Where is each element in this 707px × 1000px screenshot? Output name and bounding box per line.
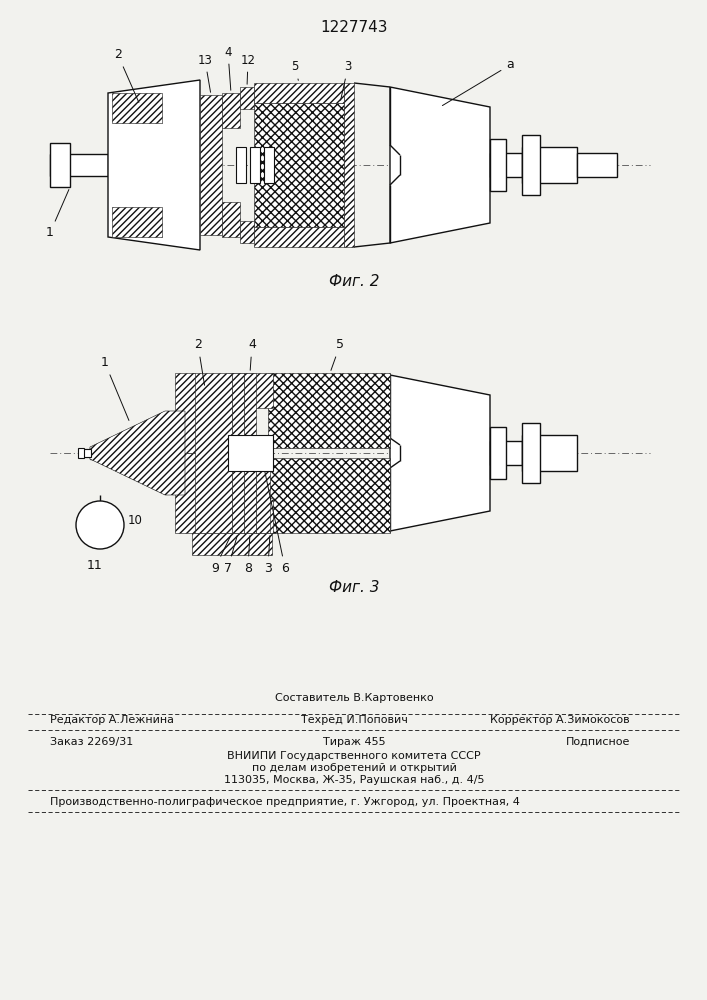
Bar bbox=[256, 458, 270, 533]
Bar bbox=[240, 221, 254, 243]
Text: 11: 11 bbox=[87, 559, 103, 572]
Text: 4: 4 bbox=[224, 45, 232, 90]
Text: 1: 1 bbox=[101, 357, 129, 420]
Polygon shape bbox=[108, 80, 200, 250]
Bar bbox=[254, 103, 344, 227]
Text: 4: 4 bbox=[248, 338, 256, 370]
Bar bbox=[112, 207, 162, 237]
Bar bbox=[175, 453, 195, 533]
Polygon shape bbox=[390, 375, 490, 531]
Bar bbox=[50, 154, 108, 176]
Bar bbox=[254, 227, 344, 247]
Bar bbox=[192, 373, 232, 533]
Text: 9: 9 bbox=[211, 535, 230, 574]
Bar bbox=[222, 93, 240, 128]
Bar bbox=[522, 423, 540, 483]
Text: 5: 5 bbox=[331, 338, 344, 370]
Text: Заказ 2269/31: Заказ 2269/31 bbox=[50, 737, 133, 747]
Text: 7: 7 bbox=[224, 536, 238, 574]
Text: по делам изобретений и открытий: по делам изобретений и открытий bbox=[252, 763, 457, 773]
Text: 3: 3 bbox=[341, 60, 351, 100]
Text: 113035, Москва, Ж-35, Раушская наб., д. 4/5: 113035, Москва, Ж-35, Раушская наб., д. … bbox=[223, 775, 484, 785]
Text: 10: 10 bbox=[128, 514, 143, 526]
Bar bbox=[175, 373, 195, 453]
Bar bbox=[268, 373, 390, 448]
Text: Тираж 455: Тираж 455 bbox=[322, 737, 385, 747]
Text: 12: 12 bbox=[240, 53, 255, 84]
Bar bbox=[228, 373, 273, 408]
Bar bbox=[490, 153, 522, 177]
Polygon shape bbox=[390, 87, 490, 243]
Bar bbox=[522, 135, 540, 195]
Text: 2: 2 bbox=[194, 338, 204, 385]
Bar bbox=[50, 143, 70, 187]
Bar bbox=[577, 153, 617, 177]
Bar bbox=[82, 449, 91, 457]
Text: 8: 8 bbox=[244, 536, 252, 574]
Bar bbox=[200, 95, 222, 235]
Bar bbox=[222, 202, 240, 237]
Text: 1: 1 bbox=[46, 190, 69, 239]
Bar bbox=[78, 448, 84, 458]
Bar bbox=[490, 441, 522, 465]
Text: Редактор А.Лежнина: Редактор А.Лежнина bbox=[50, 715, 174, 725]
Text: 5: 5 bbox=[291, 60, 298, 80]
Text: Составитель В.Картовенко: Составитель В.Картовенко bbox=[275, 693, 433, 703]
Bar bbox=[250, 147, 260, 183]
Circle shape bbox=[76, 501, 124, 549]
Bar bbox=[268, 458, 390, 533]
Bar bbox=[244, 373, 256, 533]
Bar bbox=[228, 498, 273, 533]
Bar bbox=[112, 93, 162, 123]
Text: 1227743: 1227743 bbox=[320, 20, 387, 35]
Text: 13: 13 bbox=[197, 53, 212, 92]
Text: 2: 2 bbox=[114, 48, 139, 102]
Text: Корректор А.Зимокосов: Корректор А.Зимокосов bbox=[491, 715, 630, 725]
Bar bbox=[254, 83, 344, 103]
Text: Подписное: Подписное bbox=[566, 737, 630, 747]
Text: а: а bbox=[443, 58, 514, 106]
Bar bbox=[522, 147, 577, 183]
Text: Техред И.Попович: Техред И.Попович bbox=[300, 715, 407, 725]
Text: Фиг. 3: Фиг. 3 bbox=[329, 580, 379, 595]
Bar bbox=[522, 435, 577, 471]
Polygon shape bbox=[90, 411, 185, 495]
Bar bbox=[192, 533, 272, 555]
Text: Фиг. 2: Фиг. 2 bbox=[329, 274, 379, 290]
Bar bbox=[236, 147, 246, 183]
Bar bbox=[228, 435, 273, 471]
Text: Производственно-полиграфическое предприятие, г. Ужгород, ул. Проектная, 4: Производственно-полиграфическое предприя… bbox=[50, 797, 520, 807]
Bar bbox=[490, 139, 506, 191]
Bar bbox=[264, 147, 274, 183]
Text: ВНИИПИ Государственного комитета СССР: ВНИИПИ Государственного комитета СССР bbox=[227, 751, 481, 761]
Text: 6: 6 bbox=[262, 461, 289, 574]
Text: 3: 3 bbox=[264, 536, 272, 574]
Bar bbox=[490, 427, 506, 479]
Bar bbox=[232, 373, 244, 533]
Bar bbox=[344, 83, 354, 247]
Bar bbox=[240, 87, 254, 109]
